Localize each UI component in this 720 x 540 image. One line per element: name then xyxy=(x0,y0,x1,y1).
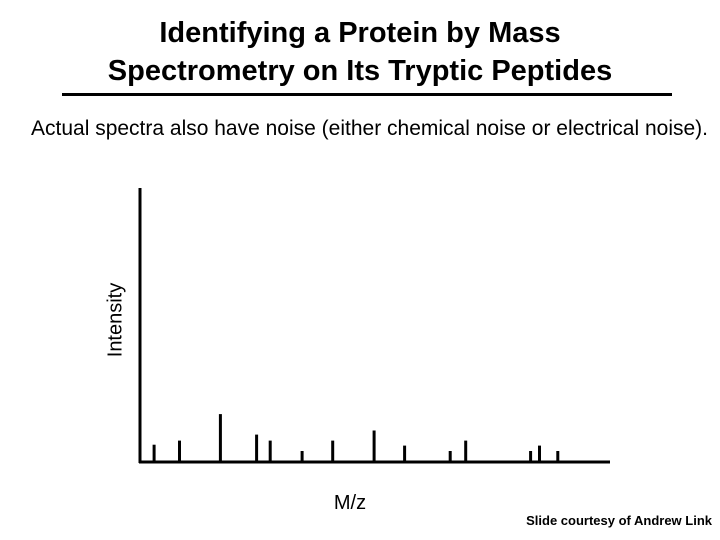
peaks-group xyxy=(152,414,560,462)
x-axis-label: M/z xyxy=(333,492,367,514)
slide-title-line-2: Spectrometry on Its Tryptic Peptides xyxy=(107,55,613,87)
slide-title: Identifying a Protein by Mass Spectromet… xyxy=(0,14,720,90)
slide-credit: Slide courtesy of Andrew Link xyxy=(526,513,712,528)
y-axis-label: Intensity xyxy=(104,282,127,358)
title-underline xyxy=(62,93,672,96)
slide-title-line-1: Identifying a Protein by Mass xyxy=(159,17,561,49)
body-text: Actual spectra also have noise (either c… xyxy=(31,117,708,140)
